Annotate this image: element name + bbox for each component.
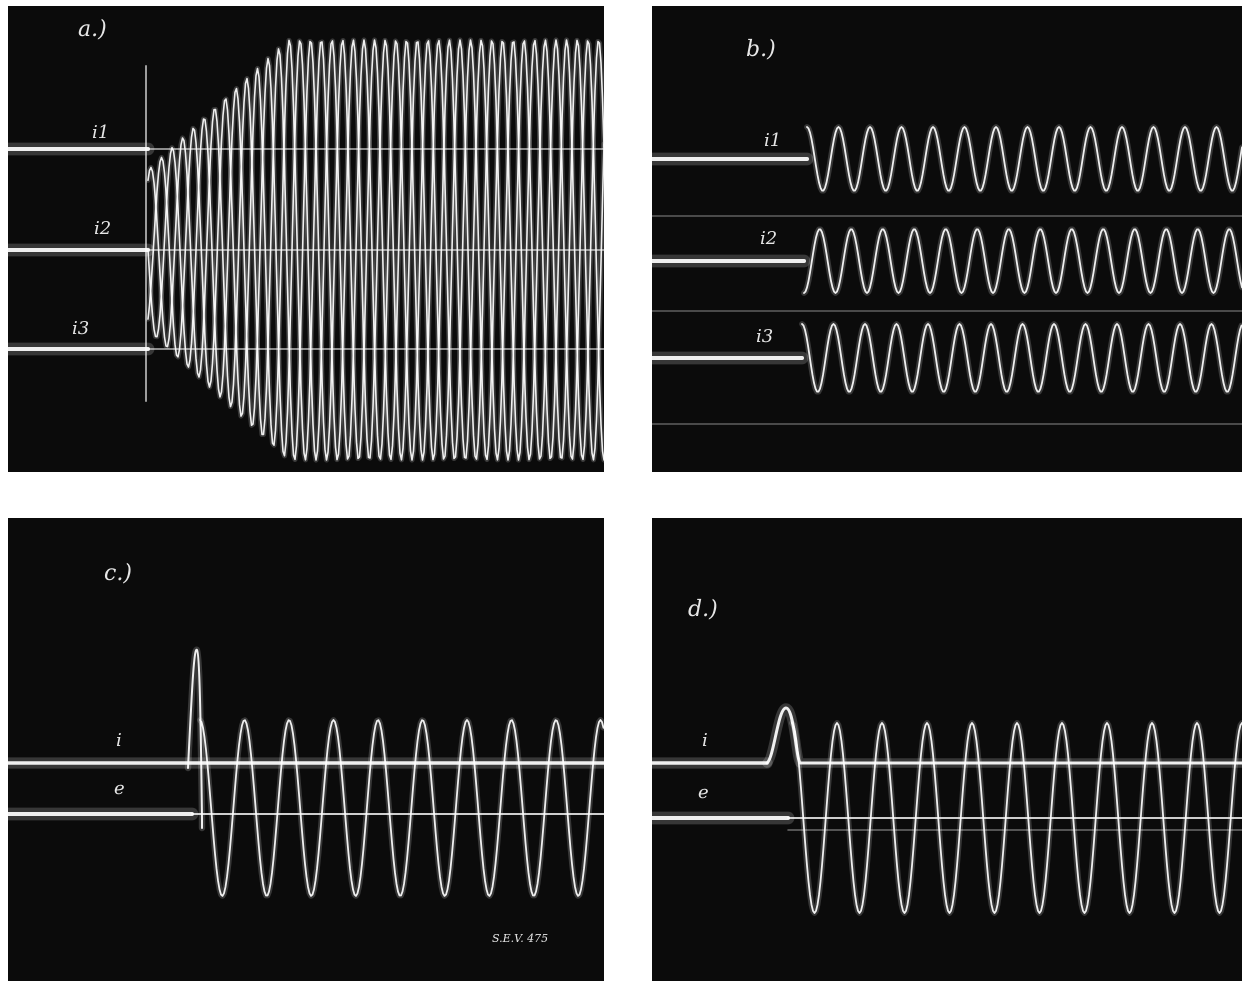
panel-b-wave-2 xyxy=(803,228,1242,294)
panel-a-traces xyxy=(8,37,604,463)
panel-a-wave-3 xyxy=(147,39,604,461)
panel-b-trace-label-3: i3 xyxy=(756,326,773,347)
panel-d-canvas: d.) i e xyxy=(652,597,1242,916)
oscillogram-panel-d: d.) i e xyxy=(652,518,1242,981)
panel-b-wave-2-glow xyxy=(801,226,1242,296)
oscillogram-panel-c: c.) i e S.E.V. 475 xyxy=(8,518,604,981)
panel-b-wave-1 xyxy=(806,126,1242,192)
panel-d-traces xyxy=(652,703,1242,916)
panel-d-trace-label-i: i xyxy=(702,730,708,751)
panel-a-canvas: a.) i1 i2 i3 xyxy=(8,17,604,463)
panel-c-footnote: S.E.V. 475 xyxy=(492,932,548,945)
panel-a-trace-label-3: i3 xyxy=(72,318,89,339)
panel-b-wave-3 xyxy=(801,323,1242,393)
panel-c-trace-label-e: e xyxy=(114,778,125,799)
panel-b-trace-label-1: i1 xyxy=(764,130,781,151)
oscillogram-panel-b: b.) i1 i2 i3 xyxy=(652,6,1242,472)
panel-a-wave-1 xyxy=(147,39,604,461)
panel-a-trace-label-2: i2 xyxy=(94,218,111,239)
panel-c-spike xyxy=(187,648,203,829)
panel-b-trace-label-2: i2 xyxy=(760,228,777,249)
panel-c-traces xyxy=(8,646,604,899)
panel-b-canvas: b.) i1 i2 i3 xyxy=(652,37,1242,425)
panel-a-trace-label-1: i1 xyxy=(92,122,109,143)
panel-c-label: c.) xyxy=(104,561,132,586)
panel-b-label: b.) xyxy=(746,37,776,62)
panel-d-label: d.) xyxy=(688,597,718,622)
panel-c-wave xyxy=(199,719,604,897)
panel-a-wave-2 xyxy=(147,39,604,461)
oscillogram-panel-a: a.) i1 i2 i3 xyxy=(8,6,604,472)
panel-a-label: a.) xyxy=(78,17,107,42)
panel-d-wave xyxy=(791,722,1242,914)
panel-c-trace-label-i: i xyxy=(116,730,122,751)
panel-d-trace-label-e: e xyxy=(698,782,709,803)
panel-c-canvas: c.) i e S.E.V. 475 xyxy=(8,561,604,945)
panel-b-traces xyxy=(652,124,1242,425)
